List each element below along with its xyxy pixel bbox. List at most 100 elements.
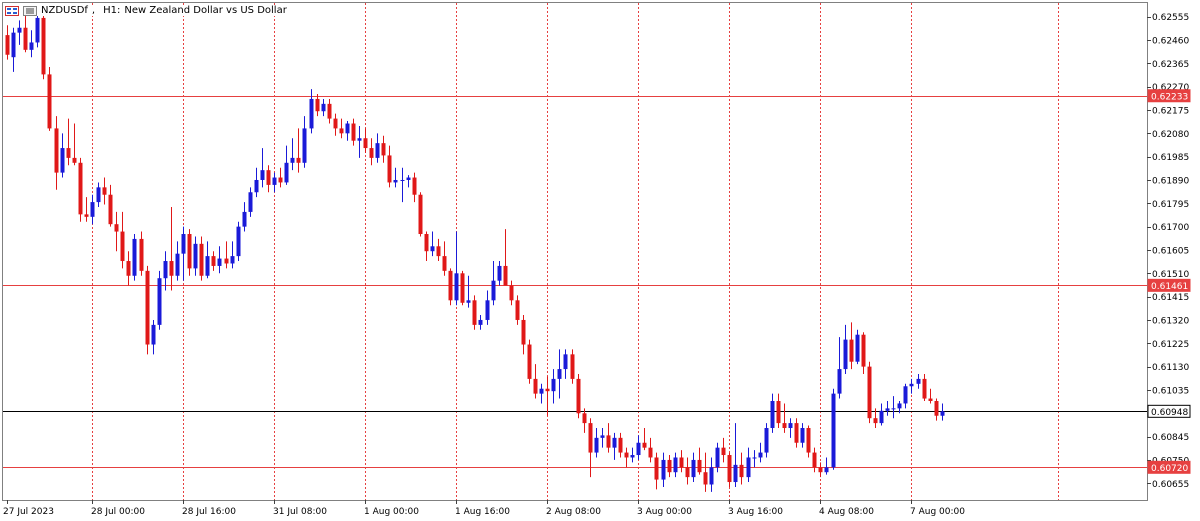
candle-body <box>315 98 320 112</box>
candle-body <box>770 401 775 429</box>
price-level-tag <box>1147 278 1191 292</box>
y-tick-label: 0.61890 <box>1152 176 1189 186</box>
candle-body <box>794 423 799 443</box>
candle-body <box>837 369 842 394</box>
x-tick-label: 7 Aug 00:00 <box>910 507 965 517</box>
candle-body <box>940 411 945 416</box>
candle-body <box>831 393 836 468</box>
candle-body <box>151 324 156 345</box>
candle-body <box>254 179 259 193</box>
candle-body <box>199 243 204 276</box>
y-tick-label: 0.61985 <box>1152 153 1189 163</box>
candle-body <box>800 428 805 443</box>
candle-body <box>855 334 860 362</box>
current-price-tag <box>1147 404 1191 418</box>
candle-body <box>746 457 751 478</box>
y-tick-label: 0.60655 <box>1152 480 1189 490</box>
candle-body <box>812 452 817 468</box>
candle-body <box>503 265 508 286</box>
plot-frame <box>2 2 1148 501</box>
candle-body <box>236 226 241 257</box>
candle-body <box>928 398 933 401</box>
candle-body <box>169 261 174 276</box>
current-price-label: 0.60948 <box>1151 408 1188 418</box>
price-level-tag <box>1147 89 1191 103</box>
candle-body <box>327 103 332 119</box>
candle-body <box>527 344 532 379</box>
chart-settings-icon[interactable] <box>23 5 37 16</box>
candle-body <box>11 32 16 58</box>
candle-body <box>497 265 502 281</box>
candle-body <box>260 170 265 180</box>
y-tick-label: 0.61700 <box>1152 223 1189 233</box>
candle-body <box>533 378 538 394</box>
candle-body <box>691 459 696 478</box>
candle-body <box>478 319 483 325</box>
y-tick-label: 0.62175 <box>1152 107 1189 117</box>
candle-body <box>321 103 326 112</box>
candle-body <box>764 428 769 453</box>
y-tick-label: 0.61130 <box>1152 363 1189 373</box>
candle-body <box>224 258 229 264</box>
candle-body <box>849 339 854 362</box>
candle-body <box>715 447 720 468</box>
candle-body <box>157 278 162 325</box>
candle-body <box>721 447 726 456</box>
y-tick-label: 0.61035 <box>1152 386 1189 396</box>
y-tick-label: 0.61795 <box>1152 200 1189 210</box>
candle-body <box>448 270 453 301</box>
candle-body <box>193 243 198 269</box>
chart-window-icon[interactable] <box>5 5 19 16</box>
candle-body <box>551 378 556 392</box>
y-tick-label: 0.62460 <box>1152 37 1189 47</box>
candle-body <box>309 98 314 129</box>
candle-body <box>120 231 125 262</box>
x-tick-label: 3 Aug 00:00 <box>637 507 692 517</box>
candle-body <box>636 442 641 456</box>
x-tick-label: 1 Aug 00:00 <box>364 507 419 517</box>
candle-body <box>509 285 514 301</box>
candle-body <box>709 467 714 485</box>
candle-body <box>187 234 192 269</box>
candle-body <box>351 123 356 141</box>
candle-body <box>381 143 386 156</box>
candle-body <box>466 300 471 303</box>
candle-body <box>23 27 28 50</box>
candle-body <box>606 435 611 448</box>
candle-body <box>594 437 599 453</box>
candle-body <box>485 300 490 320</box>
y-tick-label: 0.61320 <box>1152 316 1189 326</box>
y-tick-label: 0.61510 <box>1152 270 1189 280</box>
candle-body <box>35 17 40 43</box>
candle-body <box>788 423 793 429</box>
candle-body <box>739 464 744 478</box>
candle-body <box>752 457 757 459</box>
candle-body <box>126 261 131 276</box>
candle-body <box>491 280 496 301</box>
x-tick-label: 28 Jul 16:00 <box>182 507 236 517</box>
symbol-name: NZDUSDf <box>41 5 88 16</box>
candle-body <box>90 202 95 217</box>
candle-body <box>472 300 477 325</box>
candle-body <box>679 457 684 468</box>
candle-body <box>205 256 210 276</box>
candle-body <box>685 467 690 478</box>
candle-body <box>60 148 65 173</box>
candle-body <box>806 428 811 453</box>
candle-body <box>563 354 568 370</box>
candle-body <box>916 378 921 384</box>
candle-body <box>782 423 787 429</box>
candle-body <box>618 437 623 453</box>
candle-body <box>582 413 587 424</box>
x-tick-label: 3 Aug 16:00 <box>728 507 783 517</box>
candle-body <box>393 179 398 183</box>
x-tick-label: 27 Jul 2023 <box>3 507 54 517</box>
candle-body <box>375 143 380 158</box>
y-tick-label: 0.60845 <box>1152 433 1189 443</box>
candle-body <box>424 234 429 252</box>
x-tick-label: 2 Aug 08:00 <box>546 507 601 517</box>
candle-body <box>145 270 150 345</box>
candle-body <box>673 457 678 473</box>
